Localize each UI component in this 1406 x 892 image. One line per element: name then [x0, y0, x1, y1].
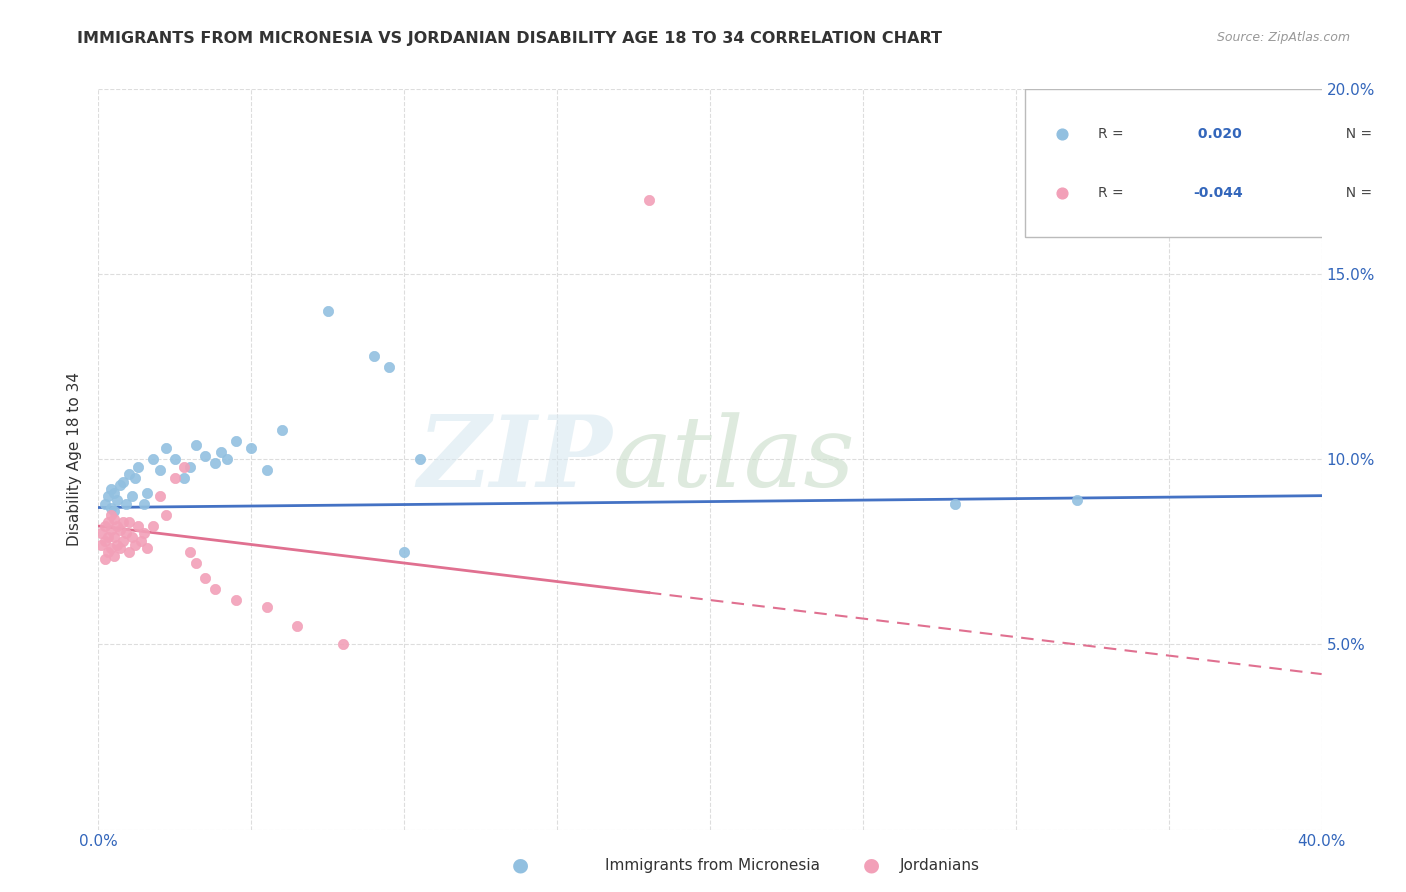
Point — [118, 467, 141, 482]
Text: -0.044: -0.044 — [1194, 186, 1243, 200]
Point — [100, 508, 122, 522]
Point — [1050, 186, 1073, 200]
Point — [173, 471, 195, 485]
Point — [225, 434, 247, 448]
Point — [105, 537, 128, 551]
Point — [118, 516, 141, 530]
Text: Immigrants from Micronesia: Immigrants from Micronesia — [605, 858, 820, 872]
Point — [115, 497, 138, 511]
Text: ZIP: ZIP — [418, 411, 612, 508]
Point — [408, 452, 430, 467]
Point — [90, 537, 112, 551]
Point — [285, 619, 308, 633]
Point — [103, 549, 125, 563]
Point — [173, 459, 195, 474]
Point — [155, 508, 177, 522]
Point — [270, 423, 292, 437]
Point — [121, 530, 143, 544]
Point — [108, 478, 131, 492]
Point — [100, 482, 122, 496]
Point — [105, 519, 128, 533]
Point — [194, 449, 217, 463]
Point — [115, 526, 138, 541]
Point — [100, 523, 122, 537]
Text: IMMIGRANTS FROM MICRONESIA VS JORDANIAN DISABILITY AGE 18 TO 34 CORRELATION CHAR: IMMIGRANTS FROM MICRONESIA VS JORDANIAN … — [77, 31, 942, 46]
Point — [127, 519, 149, 533]
Point — [100, 541, 122, 556]
Point — [97, 545, 120, 559]
Point — [103, 530, 125, 544]
Point — [136, 485, 159, 500]
Point — [256, 600, 278, 615]
Point — [215, 452, 238, 467]
Point — [179, 459, 201, 474]
Point — [93, 519, 115, 533]
Point — [637, 193, 661, 207]
Point — [209, 445, 232, 459]
Point — [378, 359, 401, 374]
Point — [93, 533, 115, 548]
Point — [108, 523, 131, 537]
Point — [90, 526, 112, 541]
Text: Source: ZipAtlas.com: Source: ZipAtlas.com — [1216, 31, 1350, 45]
Point — [134, 497, 156, 511]
Point — [124, 471, 146, 485]
Point — [142, 452, 165, 467]
Point — [155, 442, 177, 456]
Text: N =: N = — [1337, 127, 1376, 141]
Point — [142, 519, 165, 533]
Point — [97, 530, 120, 544]
Point — [1050, 127, 1073, 141]
Point — [149, 489, 172, 503]
Point — [136, 541, 159, 556]
Point — [105, 493, 128, 508]
Point — [163, 452, 186, 467]
Point — [392, 545, 416, 559]
Point — [121, 489, 143, 503]
Text: R =: R = — [1098, 127, 1129, 141]
Point — [103, 511, 125, 525]
Point — [163, 471, 186, 485]
Point — [194, 571, 217, 585]
Point — [1066, 493, 1088, 508]
Text: Jordanians: Jordanians — [900, 858, 980, 872]
Point — [93, 497, 115, 511]
Point — [316, 304, 339, 318]
Text: ●: ● — [863, 855, 880, 875]
Point — [103, 485, 125, 500]
Text: atlas: atlas — [612, 412, 855, 507]
Point — [111, 475, 134, 489]
Y-axis label: Disability Age 18 to 34: Disability Age 18 to 34 — [67, 372, 83, 547]
FancyBboxPatch shape — [1025, 89, 1406, 237]
Point — [204, 456, 226, 470]
Point — [149, 463, 172, 477]
Point — [127, 459, 149, 474]
Point — [97, 489, 120, 503]
Point — [943, 497, 966, 511]
Point — [240, 442, 263, 456]
Point — [118, 545, 141, 559]
Text: R =: R = — [1098, 186, 1129, 200]
Point — [97, 516, 120, 530]
Point — [108, 541, 131, 556]
Point — [186, 556, 208, 570]
Point — [363, 349, 385, 363]
Point — [100, 500, 122, 515]
Point — [332, 637, 354, 651]
Text: 0.020: 0.020 — [1194, 127, 1241, 141]
Text: N =: N = — [1337, 186, 1376, 200]
Point — [129, 533, 152, 548]
Point — [256, 463, 278, 477]
Point — [103, 504, 125, 518]
Point — [179, 545, 201, 559]
Point — [225, 593, 247, 607]
Point — [134, 526, 156, 541]
Point — [186, 437, 208, 451]
Point — [111, 533, 134, 548]
Point — [111, 516, 134, 530]
Point — [204, 582, 226, 596]
Point — [124, 537, 146, 551]
Text: ●: ● — [512, 855, 529, 875]
Point — [93, 552, 115, 566]
